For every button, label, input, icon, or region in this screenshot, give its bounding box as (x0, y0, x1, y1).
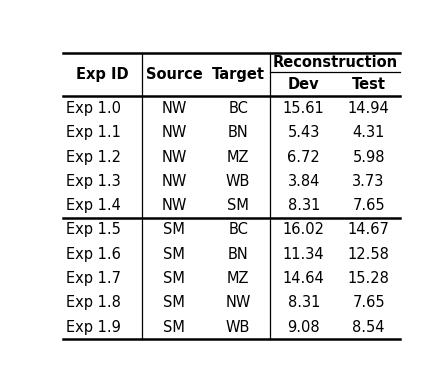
Text: 8.54: 8.54 (352, 320, 385, 335)
Text: Target: Target (211, 67, 265, 82)
Text: 7.65: 7.65 (352, 295, 385, 310)
Text: BN: BN (228, 247, 249, 262)
Text: 3.84: 3.84 (288, 174, 320, 189)
Text: SM: SM (163, 295, 185, 310)
Text: 15.28: 15.28 (348, 271, 389, 286)
Text: Exp 1.5: Exp 1.5 (66, 222, 121, 237)
Text: Exp 1.9: Exp 1.9 (66, 320, 121, 335)
Text: 8.31: 8.31 (288, 198, 320, 213)
Text: NW: NW (161, 125, 187, 140)
Text: NW: NW (161, 149, 187, 165)
Text: 7.65: 7.65 (352, 198, 385, 213)
Text: NW: NW (161, 101, 187, 116)
Text: 9.08: 9.08 (288, 320, 320, 335)
Text: Test: Test (352, 77, 386, 92)
Text: 5.98: 5.98 (352, 149, 385, 165)
Text: SM: SM (163, 222, 185, 237)
Text: NW: NW (225, 295, 251, 310)
Text: 14.94: 14.94 (348, 101, 389, 116)
Text: 3.73: 3.73 (353, 174, 385, 189)
Text: SM: SM (227, 198, 249, 213)
Text: SM: SM (163, 320, 185, 335)
Text: Exp 1.8: Exp 1.8 (66, 295, 121, 310)
Text: 5.43: 5.43 (288, 125, 320, 140)
Text: BN: BN (228, 125, 249, 140)
Text: Exp 1.6: Exp 1.6 (66, 247, 121, 262)
Text: 8.31: 8.31 (288, 295, 320, 310)
Text: 14.67: 14.67 (348, 222, 389, 237)
Text: Exp 1.0: Exp 1.0 (66, 101, 121, 116)
Text: NW: NW (161, 174, 187, 189)
Text: 4.31: 4.31 (353, 125, 385, 140)
Text: WB: WB (226, 320, 250, 335)
Text: Source: Source (146, 67, 202, 82)
Text: SM: SM (163, 271, 185, 286)
Text: 14.64: 14.64 (283, 271, 325, 286)
Text: BC: BC (228, 101, 248, 116)
Text: 16.02: 16.02 (283, 222, 325, 237)
Text: 6.72: 6.72 (287, 149, 320, 165)
Text: 15.61: 15.61 (283, 101, 325, 116)
Text: Exp 1.7: Exp 1.7 (66, 271, 121, 286)
Text: 11.34: 11.34 (283, 247, 324, 262)
Text: MZ: MZ (227, 149, 250, 165)
Text: Exp 1.2: Exp 1.2 (66, 149, 121, 165)
Text: Exp 1.1: Exp 1.1 (66, 125, 121, 140)
Text: Exp ID: Exp ID (76, 67, 129, 82)
Text: 12.58: 12.58 (348, 247, 389, 262)
Text: MZ: MZ (227, 271, 250, 286)
Text: WB: WB (226, 174, 250, 189)
Text: NW: NW (161, 198, 187, 213)
Text: Exp 1.3: Exp 1.3 (66, 174, 121, 189)
Text: SM: SM (163, 247, 185, 262)
Text: Reconstruction: Reconstruction (272, 55, 397, 70)
Text: Exp 1.4: Exp 1.4 (66, 198, 121, 213)
Text: BC: BC (228, 222, 248, 237)
Text: Dev: Dev (288, 77, 319, 92)
